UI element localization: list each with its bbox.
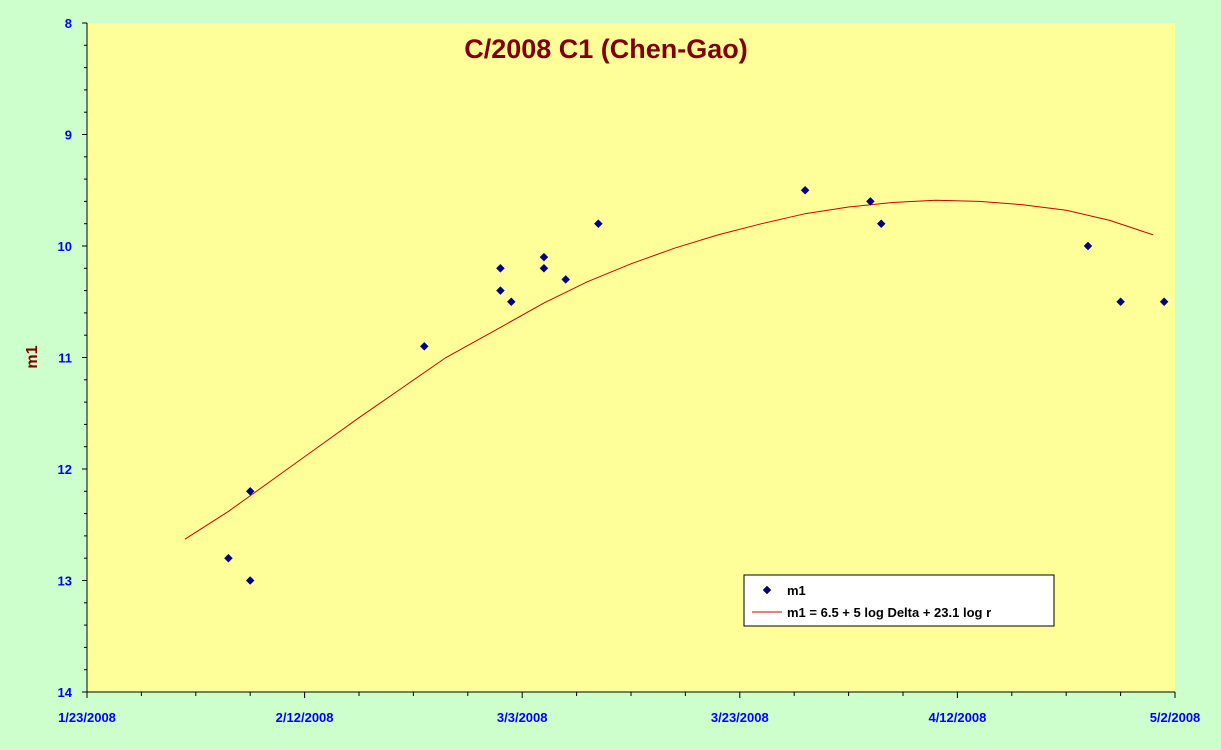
fit-curve-line: [184, 199, 1154, 540]
legend-marker-diamond: [762, 585, 772, 595]
data-point: [224, 553, 233, 563]
y-tick-label: 14: [58, 685, 73, 700]
y-tick-label: 8: [65, 16, 72, 31]
series-layer: [184, 185, 1169, 585]
data-point: [496, 286, 505, 295]
y-tick-label: 9: [65, 128, 72, 143]
y-tick-label: 12: [58, 462, 72, 477]
x-tick-label: 3/23/2008: [711, 710, 769, 725]
data-point: [876, 219, 886, 229]
legend-label: m1 = 6.5 + 5 log Delta + 23.1 log r: [787, 605, 991, 620]
data-point: [245, 486, 255, 496]
data-point: [1116, 297, 1125, 307]
legend-items: m1 m1 = 6.5 + 5 log Delta + 23.1 log r: [752, 583, 991, 620]
legend-label: m1: [787, 583, 806, 598]
x-tick-label: 4/12/2008: [928, 710, 986, 725]
x-axis: 1/23/2008 2/12/2008 3/3/2008 3/23/2008 4/12/…: [58, 691, 1201, 725]
y-tick-label: 11: [58, 351, 72, 366]
data-point: [419, 341, 429, 351]
data-point: [561, 275, 571, 284]
data-point: [1083, 241, 1093, 251]
y-axis: 8 9 10 11 12 13 14: [58, 16, 88, 700]
y-tick-label: 10: [58, 239, 72, 254]
data-point: [1159, 297, 1169, 307]
data-point: [866, 197, 875, 206]
x-tick-label: 2/12/2008: [276, 710, 334, 725]
y-tick-label: 13: [58, 574, 72, 589]
data-point: [539, 263, 549, 273]
y-axis-label: m1: [24, 345, 41, 368]
data-point: [594, 219, 603, 229]
legend: m1 m1 = 6.5 + 5 log Delta + 23.1 log r: [743, 574, 1055, 627]
x-tick-label: 1/23/2008: [58, 710, 116, 725]
legend-box: [743, 574, 1055, 627]
data-point: [506, 297, 516, 307]
x-tick-label: 3/3/2008: [497, 710, 548, 725]
data-point: [539, 252, 549, 262]
data-point: [800, 185, 810, 195]
data-point: [496, 263, 505, 273]
data-point: [245, 576, 255, 585]
chart-title: C/2008 C1 (Chen-Gao): [464, 34, 748, 64]
x-tick-label: 5/2/2008: [1150, 710, 1201, 725]
